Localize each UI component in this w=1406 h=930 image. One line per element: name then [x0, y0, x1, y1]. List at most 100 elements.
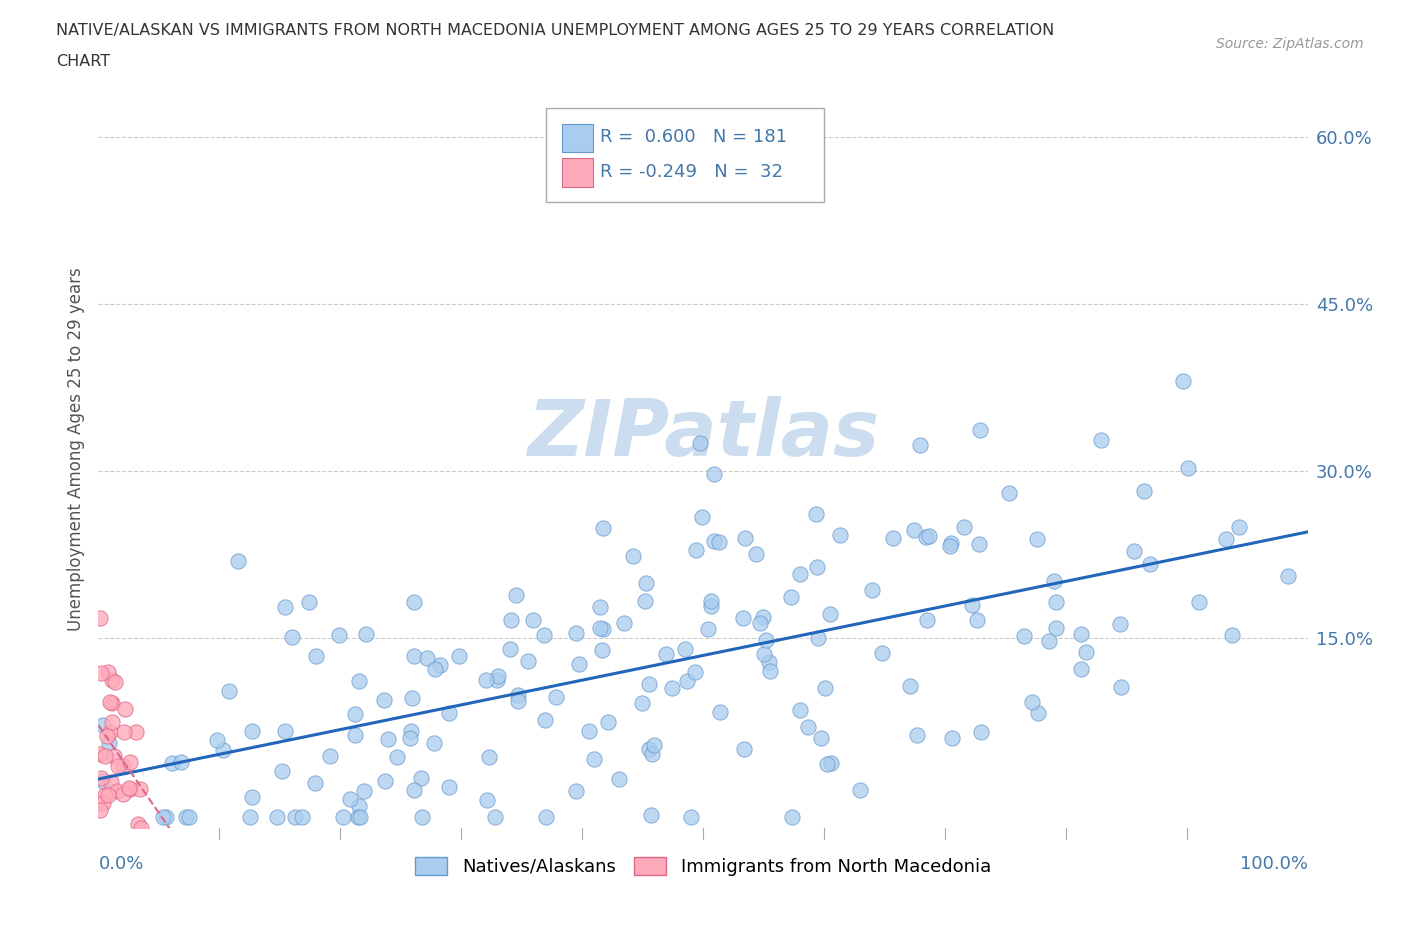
- Point: [160, 755, 183, 770]
- Point: [373, 692, 395, 707]
- Point: [328, 627, 350, 642]
- Point: [506, 687, 529, 702]
- Point: [125, 725, 148, 740]
- Point: [387, 750, 409, 764]
- Point: [89, 611, 111, 626]
- Point: [399, 731, 422, 746]
- Point: [423, 662, 446, 677]
- Point: [634, 576, 657, 591]
- Point: [100, 774, 122, 789]
- Point: [1021, 695, 1043, 710]
- Point: [411, 771, 433, 786]
- Point: [1139, 557, 1161, 572]
- Point: [522, 613, 544, 628]
- Point: [1122, 543, 1144, 558]
- Point: [499, 612, 522, 627]
- Point: [127, 817, 149, 831]
- Point: [212, 743, 235, 758]
- Point: [120, 781, 142, 796]
- Point: [702, 467, 724, 482]
- Point: [239, 809, 262, 824]
- Point: [675, 642, 697, 657]
- Point: [1171, 374, 1194, 389]
- Point: [1045, 594, 1067, 609]
- Point: [588, 600, 610, 615]
- Point: [849, 783, 872, 798]
- Text: 100.0%: 100.0%: [1240, 856, 1308, 873]
- Point: [1227, 520, 1250, 535]
- Point: [377, 732, 399, 747]
- Point: [89, 803, 111, 817]
- Point: [349, 809, 371, 824]
- Point: [374, 774, 396, 789]
- Point: [96, 728, 118, 743]
- FancyBboxPatch shape: [561, 124, 593, 153]
- Point: [591, 643, 613, 658]
- Point: [90, 770, 112, 785]
- Point: [806, 506, 828, 521]
- Point: [755, 633, 778, 648]
- Point: [174, 809, 197, 824]
- Point: [402, 648, 425, 663]
- Point: [91, 718, 114, 733]
- Point: [1188, 594, 1211, 609]
- Point: [640, 807, 662, 822]
- Point: [641, 747, 664, 762]
- Point: [1277, 569, 1299, 584]
- Point: [89, 747, 111, 762]
- Point: [101, 696, 124, 711]
- Point: [170, 755, 193, 770]
- Point: [1070, 626, 1092, 641]
- Point: [423, 736, 446, 751]
- Point: [486, 669, 509, 684]
- Point: [97, 665, 120, 680]
- Point: [103, 749, 125, 764]
- FancyBboxPatch shape: [546, 108, 824, 203]
- Point: [273, 724, 295, 738]
- Point: [129, 781, 152, 796]
- Point: [818, 607, 841, 622]
- Point: [347, 809, 370, 824]
- Point: [297, 594, 319, 609]
- Point: [506, 693, 529, 708]
- Point: [967, 537, 990, 551]
- Point: [1108, 617, 1130, 631]
- Point: [815, 756, 838, 771]
- Point: [918, 528, 941, 543]
- Point: [1215, 532, 1237, 547]
- Point: [789, 703, 811, 718]
- Point: [437, 779, 460, 794]
- Point: [429, 658, 451, 672]
- Point: [759, 664, 782, 679]
- Point: [700, 599, 723, 614]
- Point: [806, 560, 828, 575]
- Point: [291, 809, 314, 824]
- Point: [411, 809, 433, 824]
- Point: [90, 665, 112, 680]
- Point: [343, 728, 366, 743]
- Point: [744, 547, 766, 562]
- Point: [304, 776, 326, 790]
- Point: [749, 615, 772, 630]
- Point: [401, 691, 423, 706]
- FancyBboxPatch shape: [561, 158, 593, 187]
- Point: [155, 809, 177, 824]
- Text: 0.0%: 0.0%: [98, 856, 143, 873]
- Point: [908, 437, 931, 452]
- Point: [941, 730, 963, 745]
- Point: [94, 788, 117, 803]
- Point: [270, 764, 292, 778]
- Point: [98, 695, 121, 710]
- Point: [752, 647, 775, 662]
- Point: [101, 715, 124, 730]
- Point: [898, 679, 921, 694]
- Point: [631, 696, 654, 711]
- Legend: Natives/Alaskans, Immigrants from North Macedonia: Natives/Alaskans, Immigrants from North …: [408, 849, 998, 884]
- Point: [565, 783, 588, 798]
- Point: [634, 593, 657, 608]
- Point: [676, 674, 699, 689]
- Point: [226, 553, 249, 568]
- Point: [1090, 432, 1112, 447]
- Point: [112, 787, 135, 802]
- Point: [343, 707, 366, 722]
